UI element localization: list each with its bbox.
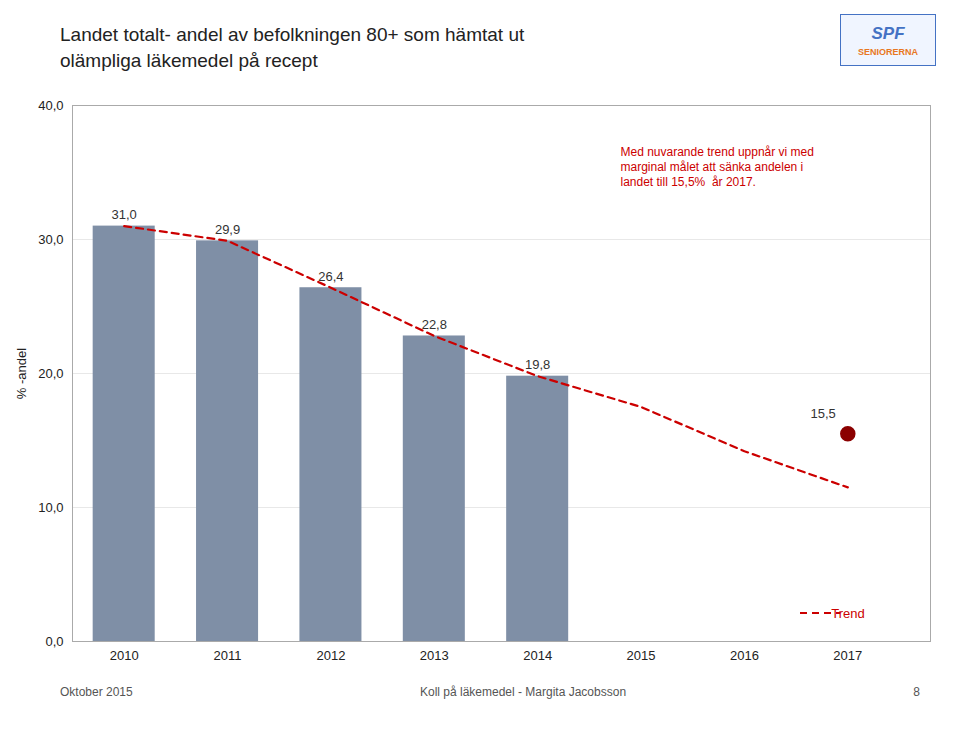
html-text:SPF: SPF [871,23,905,43]
svg-text:2010: 2010 [110,648,139,663]
html-text:Landet totalt- andel av befolk: Landet totalt- andel av befolkningen 80+… [60,24,525,71]
html-text:8: 8 [913,685,920,700]
svg-text:Trend: Trend [831,606,864,621]
svg-text:29,9: 29,9 [215,222,240,237]
html-text:Oktober 2015: Oktober 2015 [60,685,133,700]
svg-text:0,0: 0,0 [45,634,63,649]
svg-text:2016: 2016 [730,648,759,663]
svg-text:2012: 2012 [316,648,345,663]
svg-text:2014: 2014 [523,648,552,663]
svg-text:31,0: 31,0 [112,207,137,222]
svg-text:% -andel: % -andel [14,348,29,399]
svg-text:15,5: 15,5 [810,406,835,421]
svg-text:Med nuvarande trend uppnår vi: Med nuvarande trend uppnår vi medmargina… [621,145,814,189]
svg-text:19,8: 19,8 [525,357,550,372]
svg-text:2015: 2015 [627,648,656,663]
html-text:Koll på läkemedel - Margita Ja: Koll på läkemedel - Margita Jacobsson [420,685,627,700]
html-text:SENIORERNA: SENIORERNA [858,46,918,57]
svg-text:26,4: 26,4 [318,269,343,284]
svg-text:30,0: 30,0 [38,232,63,247]
svg-text:2013: 2013 [420,648,449,663]
svg-text:20,0: 20,0 [38,366,63,381]
svg-text:2011: 2011 [214,648,242,663]
svg-text:10,0: 10,0 [38,500,63,515]
svg-text:40,0: 40,0 [38,98,63,113]
svg-text:2017: 2017 [833,648,862,663]
svg-text:22,8: 22,8 [422,317,447,332]
